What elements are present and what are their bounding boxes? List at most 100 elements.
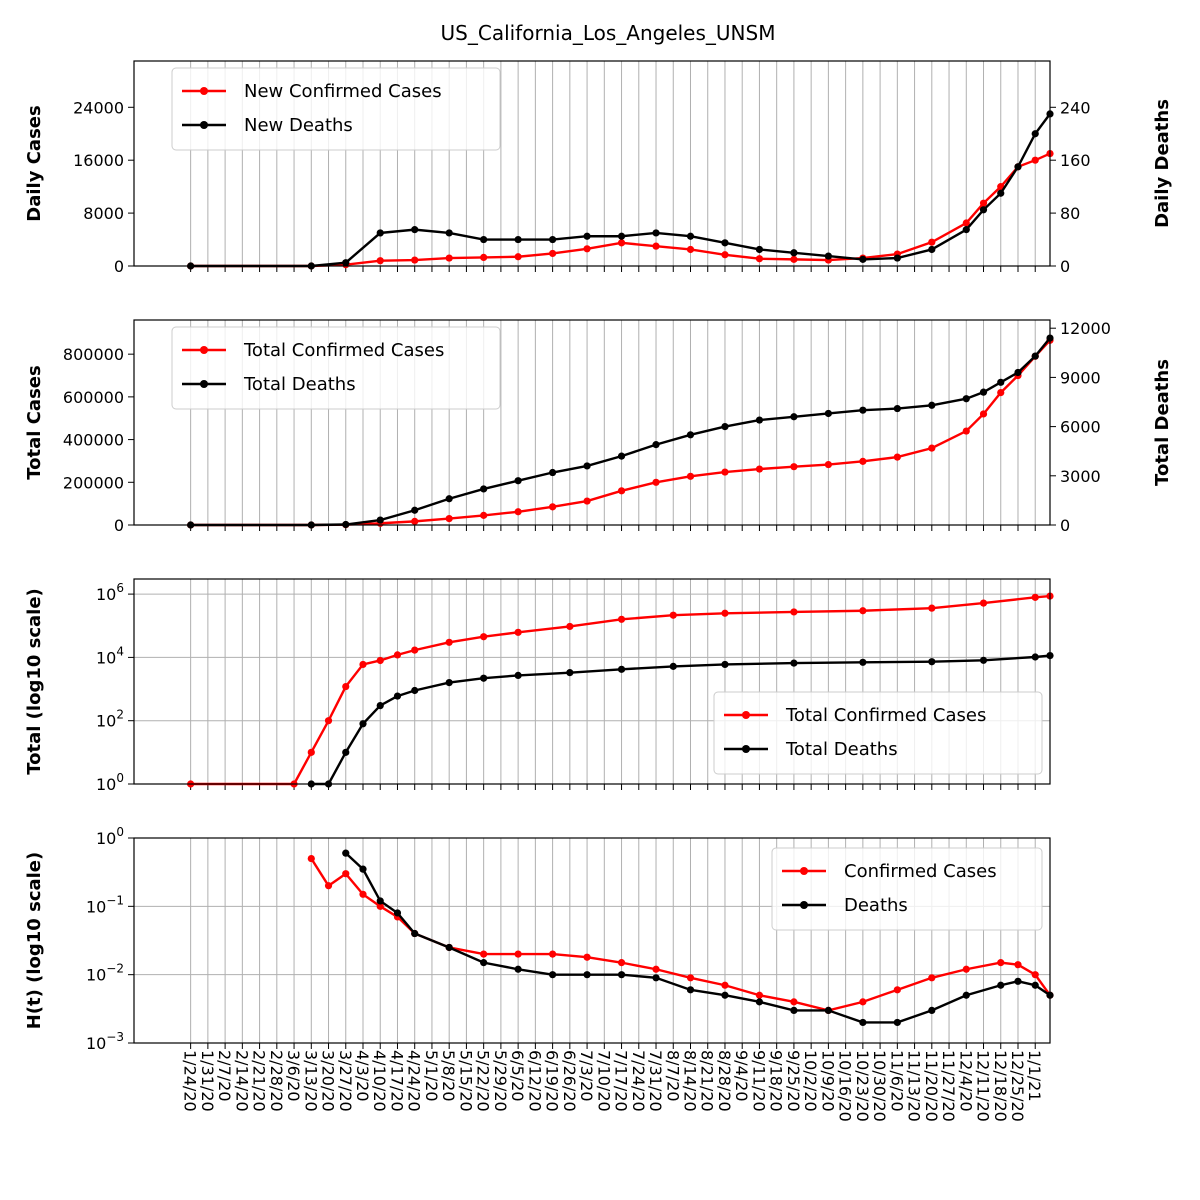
x-tick-label: 12/4/20 [956, 1050, 975, 1112]
data-point [324, 717, 333, 725]
data-point [445, 495, 453, 503]
data-point [962, 991, 970, 999]
y-axis-label: Daily Cases [24, 105, 45, 221]
data-point [686, 472, 695, 480]
data-point [617, 959, 626, 967]
y-tick-label: 800000 [63, 345, 124, 364]
axes-frame [133, 837, 1051, 1044]
x-tick-label: 11/6/20 [887, 1050, 906, 1112]
x-tick-label: 8/14/20 [680, 1050, 699, 1112]
data-point [721, 991, 729, 999]
data-point [342, 849, 350, 857]
data-point [514, 628, 522, 636]
data-point [359, 720, 367, 728]
data-point [979, 206, 988, 214]
x-tick-label: 2/14/20 [232, 1050, 251, 1112]
data-point [1031, 653, 1039, 661]
data-point [686, 974, 695, 982]
legend-marker [800, 867, 808, 875]
data-point [549, 468, 557, 477]
x-tick-label: 5/1/20 [422, 1050, 441, 1102]
data-point [721, 609, 729, 617]
x-tick-label: 12/11/20 [974, 1050, 993, 1122]
data-point [514, 965, 522, 973]
data-point [790, 249, 798, 257]
data-point [790, 998, 798, 1006]
data-point [859, 255, 867, 263]
legend-box [713, 691, 1043, 775]
x-tick-label: 2/28/20 [267, 1050, 286, 1112]
data-point [721, 423, 729, 431]
series-line [190, 113, 1051, 268]
data-point [979, 199, 988, 207]
data-point [755, 416, 764, 424]
y-tick-label: 12000 [1060, 319, 1111, 338]
series-line [311, 654, 1051, 786]
data-point [979, 656, 988, 664]
data-point [342, 748, 350, 756]
data-point [376, 229, 384, 237]
legend-label: Total Deaths [243, 374, 356, 395]
x-tick-label: 7/31/20 [646, 1050, 665, 1112]
data-point [859, 658, 867, 666]
data-point [652, 974, 660, 982]
data-point [755, 465, 764, 473]
data-point [928, 1006, 936, 1014]
data-point [652, 441, 660, 449]
data-point [342, 682, 350, 691]
x-tick-label: 7/3/20 [577, 1050, 596, 1102]
axes-frame [133, 60, 1051, 267]
x-tick-label: 7/24/20 [629, 1050, 648, 1112]
axes-frame [133, 319, 1051, 526]
data-point [928, 401, 936, 409]
legend-marker [200, 87, 208, 95]
data-point [480, 511, 488, 519]
data-point [755, 255, 764, 263]
data-point [859, 406, 867, 414]
data-point [652, 965, 660, 973]
data-point [376, 656, 384, 665]
data-point [1031, 130, 1039, 138]
y-tick-label: 0 [114, 257, 124, 276]
x-tick-label: 6/26/20 [560, 1050, 579, 1112]
panel-1: 0 8000 16000 24000 0 80 160 240 Daily Cases Daily… [24, 60, 1173, 276]
y-tick-label: 160 [1060, 151, 1091, 170]
data-point [893, 404, 901, 413]
data-point [393, 909, 402, 917]
data-point [376, 902, 384, 910]
chart-title: US_California_Los_Angeles_UNSM [441, 21, 776, 45]
data-point [962, 226, 970, 234]
data-point [669, 611, 677, 619]
data-point [480, 674, 488, 682]
data-point [962, 219, 970, 227]
x-tick-label: 10/16/20 [836, 1050, 855, 1122]
data-point [1014, 368, 1022, 377]
data-point [617, 615, 626, 623]
y-tick-label: 80 [1060, 204, 1080, 223]
data-point [859, 607, 867, 615]
data-point [1031, 981, 1039, 989]
x-tick-label: 6/19/20 [543, 1050, 562, 1112]
data-point [928, 245, 936, 254]
data-point [583, 971, 591, 979]
data-point [307, 854, 315, 863]
data-point [824, 409, 832, 418]
data-point [824, 1006, 832, 1014]
data-point [790, 463, 798, 471]
data-point [514, 671, 522, 679]
data-point [686, 986, 695, 994]
data-point [549, 503, 557, 511]
series-line [190, 152, 1051, 268]
legend-box [171, 67, 501, 151]
data-point [411, 646, 419, 654]
legend-label: Total Confirmed Cases [243, 340, 444, 361]
x-tick-label: 6/12/20 [525, 1050, 544, 1112]
x-tick-label: 3/20/20 [319, 1050, 338, 1112]
data-point [411, 226, 419, 234]
data-point [979, 599, 988, 607]
data-point [824, 460, 832, 469]
x-tick-label: 7/10/20 [594, 1050, 613, 1112]
x-tick-label: 4/3/20 [353, 1050, 372, 1102]
x-tick-label: 8/21/20 [698, 1050, 717, 1112]
